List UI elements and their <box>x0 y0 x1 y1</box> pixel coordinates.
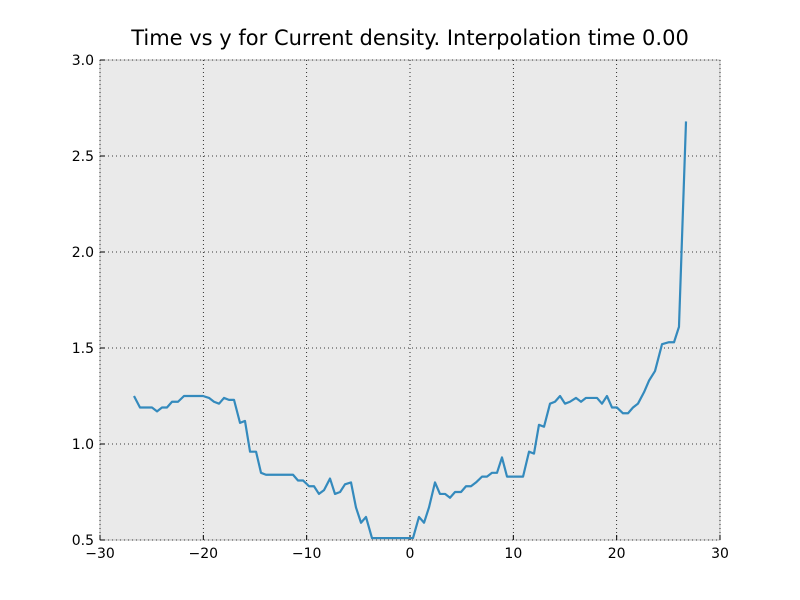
x-tick-label: 0 <box>406 546 415 562</box>
x-tick-label: 30 <box>711 546 729 562</box>
y-tick-label: 1.0 <box>72 437 94 453</box>
grid <box>99 59 721 541</box>
y-tick-label: 3.0 <box>72 53 94 69</box>
x-tick-label: 10 <box>504 546 522 562</box>
x-tick-label: −10 <box>292 546 322 562</box>
y-tick-label: 2.5 <box>72 149 94 165</box>
x-tick-label: −30 <box>85 546 115 562</box>
chart-title: Time vs y for Current density. Interpola… <box>130 26 689 50</box>
marks <box>133 121 688 540</box>
y-tick-label: 1.5 <box>72 341 94 357</box>
y-tick-label: 0.5 <box>72 533 94 549</box>
data-line <box>133 121 688 540</box>
x-tick-label: −20 <box>189 546 219 562</box>
y-tick-label: 2.0 <box>72 245 94 261</box>
x-tick-label: 20 <box>608 546 626 562</box>
